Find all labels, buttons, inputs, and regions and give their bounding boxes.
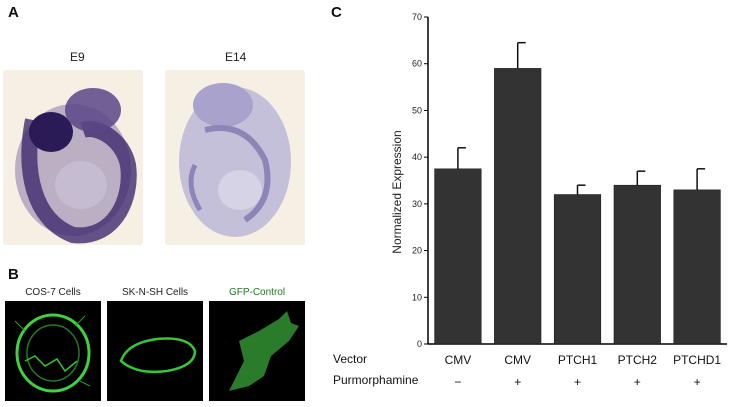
category-label-0: CMV (445, 353, 472, 367)
embryo-image-e14 (165, 70, 305, 245)
cell-image-sknsh (107, 301, 203, 401)
y-tick-label: 10 (412, 292, 422, 302)
panel-b-letter: B (8, 266, 19, 283)
y-tick-label: 20 (412, 246, 422, 256)
y-tick-label: 40 (412, 152, 422, 162)
stage-label-e14: E14 (225, 50, 247, 64)
treatment-label-1: + (514, 375, 521, 389)
row-label-purmorphamine: Purmorphamine (333, 373, 419, 387)
cell-title-gfp-control: GFP-Control (228, 287, 286, 298)
category-label-3: PTCH2 (618, 353, 658, 367)
panel-a-letter: A (8, 4, 19, 21)
treatment-label-0: − (454, 375, 461, 389)
y-tick-label: 30 (412, 199, 422, 209)
y-tick-label: 70 (412, 12, 422, 22)
bar-4 (673, 189, 721, 345)
y-tick-label: 0 (417, 339, 422, 349)
treatment-label-3: + (634, 375, 641, 389)
treatment-label-4: + (694, 375, 701, 389)
y-tick-label: 50 (412, 105, 422, 115)
cell-image-gfp-control (209, 301, 305, 401)
category-label-2: PTCH1 (558, 353, 598, 367)
y-axis-label: Normalized Expression (390, 130, 404, 253)
embryo-image-e9 (3, 70, 143, 245)
bar-0 (434, 168, 482, 345)
cell-title-sknsh: SK-N-SH Cells (121, 287, 189, 298)
category-label-1: CMV (504, 353, 531, 367)
stage-label-e9: E9 (70, 50, 85, 64)
panel-c-letter: C (331, 4, 342, 21)
bar-3 (613, 184, 661, 345)
bar-2 (553, 194, 602, 345)
row-label-vector: Vector (333, 352, 368, 366)
category-label-4: PTCHD1 (673, 353, 721, 367)
y-tick-label: 60 (412, 59, 422, 69)
cell-image-cos7 (5, 301, 101, 401)
cell-title-cos7: COS-7 Cells (25, 287, 81, 298)
bar-1 (494, 68, 542, 345)
treatment-label-2: + (574, 375, 581, 389)
